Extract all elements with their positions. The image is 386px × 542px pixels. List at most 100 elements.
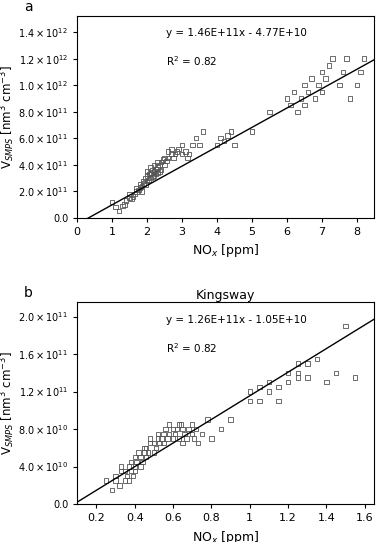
Point (139, 182, 145, 190)
Point (195, 439, 201, 448)
Point (176, 434, 182, 443)
Point (326, 61, 332, 70)
Point (298, 94, 304, 103)
Point (170, 434, 176, 443)
Point (266, 378, 272, 386)
Point (124, 472, 130, 480)
Point (256, 383, 262, 391)
Point (165, 147, 171, 156)
Point (126, 462, 132, 471)
Point (137, 462, 144, 471)
Point (319, 68, 325, 76)
Point (249, 127, 255, 136)
Point (179, 150, 185, 158)
Point (130, 192, 136, 201)
Point (361, 54, 367, 63)
Point (285, 369, 291, 377)
Point (176, 420, 182, 429)
Point (193, 134, 199, 143)
Point (156, 167, 163, 176)
Point (126, 476, 132, 485)
Text: R$^2$ = 0.82: R$^2$ = 0.82 (166, 55, 218, 68)
Point (153, 443, 159, 452)
X-axis label: NO$_x$ [ppm]: NO$_x$ [ppm] (192, 242, 259, 260)
Point (122, 476, 128, 485)
Point (185, 425, 191, 434)
Point (191, 434, 197, 443)
Text: y = 1.26E+11x - 1.05E+10: y = 1.26E+11x - 1.05E+10 (166, 314, 307, 325)
Point (161, 429, 167, 438)
Point (189, 429, 195, 438)
Point (155, 434, 161, 443)
Point (163, 425, 169, 434)
Point (157, 439, 163, 448)
Point (147, 434, 153, 443)
Text: b: b (24, 287, 32, 300)
Point (170, 154, 176, 163)
Point (137, 183, 143, 192)
Point (165, 154, 171, 163)
Point (284, 94, 290, 103)
Point (128, 467, 134, 475)
Point (112, 472, 119, 480)
Y-axis label: V$_{SMPS}$ [nm$^3$ cm$^{-3}$]: V$_{SMPS}$ [nm$^3$ cm$^{-3}$] (0, 65, 17, 169)
Point (295, 107, 301, 116)
Point (161, 439, 167, 448)
Point (285, 378, 291, 386)
Point (340, 68, 346, 76)
Point (113, 203, 119, 211)
Point (221, 137, 227, 145)
Point (153, 164, 159, 173)
Point (336, 81, 342, 89)
Point (128, 195, 134, 204)
Point (179, 425, 186, 434)
Point (158, 166, 164, 175)
Point (149, 172, 156, 181)
Point (170, 425, 176, 434)
Point (147, 163, 154, 172)
Point (319, 87, 325, 96)
Point (156, 160, 163, 169)
Point (109, 198, 115, 207)
Point (315, 81, 322, 89)
Point (153, 170, 159, 178)
Point (347, 94, 353, 103)
Point (128, 457, 134, 466)
Point (158, 158, 164, 166)
Point (141, 176, 147, 185)
Point (143, 443, 149, 452)
Point (127, 193, 133, 202)
Point (322, 74, 328, 83)
Point (118, 462, 124, 471)
Point (132, 462, 138, 471)
Point (146, 175, 152, 184)
Point (193, 425, 199, 434)
Point (135, 186, 142, 195)
Point (166, 420, 172, 429)
Point (164, 434, 170, 443)
Point (308, 74, 315, 83)
Text: a: a (24, 0, 32, 14)
Point (146, 170, 152, 178)
Point (132, 453, 138, 462)
Point (218, 425, 224, 434)
Point (151, 171, 157, 180)
Point (232, 140, 238, 149)
Text: y = 1.46E+11x - 4.77E+10: y = 1.46E+11x - 4.77E+10 (166, 28, 307, 38)
Point (144, 171, 150, 180)
Point (183, 434, 190, 443)
Point (142, 173, 149, 182)
Point (121, 200, 127, 209)
Point (186, 150, 192, 158)
Point (147, 439, 153, 448)
Point (116, 481, 122, 489)
Point (174, 425, 180, 434)
Point (183, 147, 189, 156)
Point (276, 383, 282, 391)
Point (108, 486, 115, 494)
Point (228, 127, 234, 136)
Point (154, 169, 161, 177)
Point (116, 207, 122, 216)
Point (276, 397, 282, 405)
Point (172, 150, 178, 158)
